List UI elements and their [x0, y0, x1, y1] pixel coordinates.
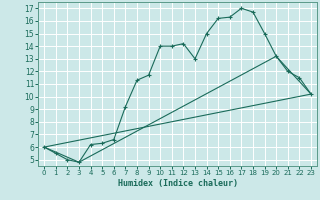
X-axis label: Humidex (Indice chaleur): Humidex (Indice chaleur) [118, 179, 238, 188]
